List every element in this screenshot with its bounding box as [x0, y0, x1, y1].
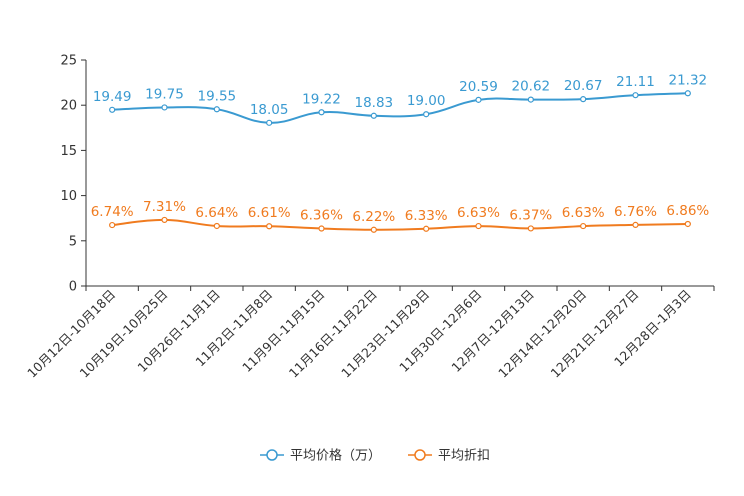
- data-point: [475, 222, 482, 230]
- x-tick-label: 12月14日-12月20日: [495, 287, 589, 381]
- y-tick-label: 15: [60, 144, 77, 159]
- data-point: [684, 90, 691, 97]
- data-point: [527, 96, 534, 103]
- data-point: [213, 106, 220, 113]
- data-label: 21.32: [669, 72, 708, 88]
- legend-marker-icon: [266, 449, 278, 461]
- data-label: 20.59: [459, 79, 498, 95]
- x-tick-label: 11月16日-11月22日: [286, 287, 380, 381]
- data-point: [266, 223, 273, 230]
- legend-label: 平均价格（万）: [290, 448, 381, 464]
- series-1: 19.49 19.75 19.55 18.05 19.22 18.83 19.00 20.59…: [93, 72, 708, 126]
- y-tick-label: 0: [69, 280, 77, 295]
- legend-marker-icon: [414, 449, 426, 461]
- data-point: [370, 112, 377, 119]
- x-tick-label: 10月19日-10月25日: [76, 287, 170, 381]
- data-label: 6.76%: [614, 204, 657, 220]
- data-label: 6.86%: [666, 203, 709, 219]
- data-label: 20.62: [512, 79, 551, 95]
- data-label: 6.22%: [352, 209, 395, 225]
- data-label: 6.33%: [405, 208, 448, 224]
- data-point: [266, 119, 273, 126]
- data-label: 6.37%: [509, 207, 552, 223]
- series-2: 6.74% 7.31% 6.64% 6.61% 6.36% 6.22% 6.33% 6.63%…: [91, 199, 709, 233]
- data-label: 6.36%: [300, 208, 343, 224]
- data-point: [109, 221, 116, 229]
- data-point: [161, 104, 168, 111]
- data-label: 7.31%: [143, 199, 186, 215]
- x-tick-label: 10月12日-10月18日: [24, 287, 118, 381]
- data-label: 18.83: [355, 95, 394, 111]
- data-label: 6.74%: [91, 204, 134, 220]
- data-label: 20.67: [564, 78, 603, 94]
- data-label: 6.63%: [457, 205, 500, 221]
- data-point: [527, 225, 534, 232]
- data-label: 6.64%: [195, 205, 238, 221]
- data-point: [580, 96, 587, 103]
- y-tick-label: 5: [69, 234, 77, 249]
- x-tick-label: 11月23日-11月29日: [338, 287, 432, 381]
- data-point: [684, 220, 691, 228]
- data-point: [318, 225, 325, 232]
- legend-item-2[interactable]: 平均折扣: [408, 449, 490, 464]
- data-label: 19.75: [145, 86, 184, 102]
- data-point: [423, 225, 430, 232]
- legend-label: 平均折扣: [438, 449, 490, 464]
- data-label: 19.22: [302, 91, 341, 107]
- data-label: 21.11: [616, 74, 655, 90]
- data-label: 6.63%: [562, 205, 605, 221]
- series-line: [112, 92, 688, 124]
- data-point: [423, 111, 430, 118]
- data-label: 19.00: [407, 93, 446, 109]
- data-point: [475, 96, 482, 103]
- chart-series: 19.49 19.75 19.55 18.05 19.22 18.83 19.00 20.59…: [91, 72, 709, 233]
- series-line: [112, 218, 688, 231]
- y-tick-label: 10: [60, 189, 77, 204]
- x-tick-label: 12月21日-12月27日: [547, 287, 641, 381]
- data-label: 18.05: [250, 102, 289, 118]
- data-point: [632, 92, 639, 99]
- data-point: [161, 216, 168, 224]
- data-point: [213, 222, 220, 230]
- chart-legend[interactable]: 平均价格（万） 平均折扣: [260, 448, 490, 464]
- data-label: 19.55: [198, 88, 237, 104]
- data-label: 19.49: [93, 89, 132, 105]
- data-point: [318, 109, 325, 116]
- legend-item-1[interactable]: 平均价格（万）: [260, 448, 381, 464]
- data-point: [632, 221, 639, 228]
- data-point: [370, 226, 377, 233]
- data-point: [580, 222, 587, 230]
- y-tick-label: 25: [60, 54, 77, 69]
- y-tick-label: 20: [60, 99, 77, 114]
- data-label: 6.61%: [248, 205, 291, 221]
- data-point: [109, 106, 116, 113]
